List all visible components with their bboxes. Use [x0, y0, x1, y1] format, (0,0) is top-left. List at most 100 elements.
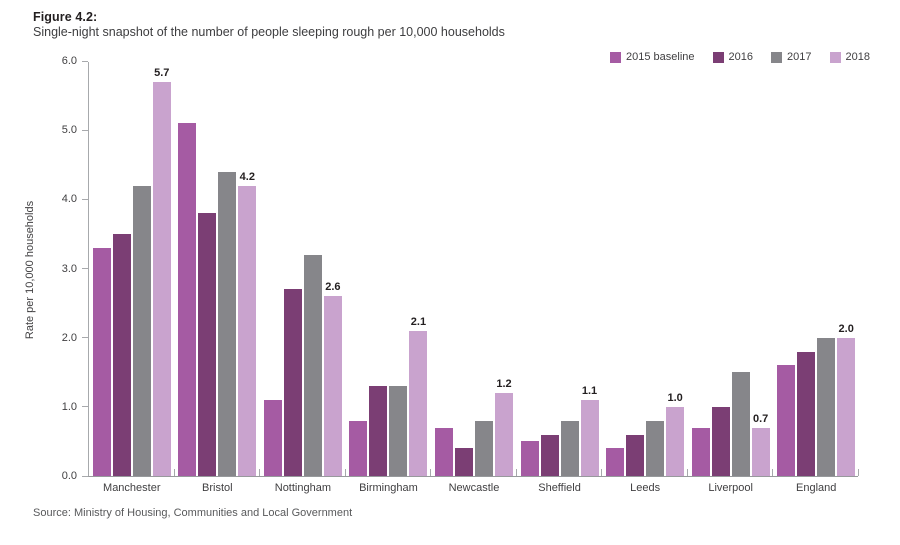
- bar-value-label: 4.2: [239, 170, 255, 183]
- bar-value-label: 2.0: [838, 322, 854, 335]
- bar-value-label: 2.1: [410, 315, 427, 328]
- bar-sheffield-2017: [560, 420, 579, 476]
- x-axis-tick: [858, 469, 859, 476]
- x-axis-tick: [601, 469, 603, 476]
- bar-liverpool-2017: [731, 372, 750, 476]
- bar-leeds-2015-baseline: [606, 448, 625, 476]
- x-axis-category-label: Manchester: [103, 482, 161, 494]
- bar-group-liverpool: 0.7: [688, 62, 774, 476]
- bar-sheffield-2015-baseline: [520, 441, 539, 476]
- bar-manchester-2017: [132, 185, 151, 476]
- bar-sheffield-2018: 1.1: [580, 385, 599, 476]
- x-axis-category-label: Bristol: [202, 482, 233, 494]
- bar-group-leeds: 1.0: [602, 62, 688, 476]
- x-axis-category-label: Sheffield: [538, 482, 581, 494]
- bar-bristol-2017: [218, 171, 237, 476]
- bar-value-label: 2.6: [325, 281, 341, 294]
- bar-england-2016: [797, 351, 816, 476]
- y-axis-tick-label: 3.0: [61, 262, 77, 275]
- x-axis-category-label: Newcastle: [448, 482, 500, 494]
- y-axis-tick: [82, 60, 88, 62]
- bar-group-nottingham: 2.6: [260, 62, 346, 476]
- bar-newcastle-2018: 1.2: [494, 378, 513, 476]
- x-axis-tick: [344, 469, 346, 476]
- legend-item-2018: 2018: [829, 51, 870, 63]
- x-axis-tick: [430, 469, 432, 476]
- bar-liverpool-2015-baseline: [691, 427, 710, 476]
- x-axis-tick: [259, 469, 261, 476]
- legend-item-2017: 2017: [771, 51, 812, 63]
- bar-liverpool-2016: [711, 406, 730, 476]
- bar-birmingham-2016: [369, 386, 388, 476]
- bar-group-manchester: 5.7: [89, 62, 175, 476]
- y-axis-title: Rate per 10,000 households: [24, 200, 36, 340]
- x-axis-category-label: England: [796, 482, 837, 494]
- bar-newcastle-2015-baseline: [434, 427, 453, 476]
- x-axis-category-label: Birmingham: [359, 482, 418, 494]
- bar-bristol-2016: [198, 213, 217, 476]
- bar-sheffield-2016: [540, 434, 559, 476]
- bar-birmingham-2018: 2.1: [409, 316, 428, 476]
- legend-label: 2015 baseline: [626, 51, 695, 63]
- bar-leeds-2017: [646, 420, 665, 476]
- y-axis-tick-label: 0.0: [61, 470, 77, 482]
- bar-group-sheffield: 1.1: [517, 62, 603, 476]
- bar-birmingham-2017: [389, 386, 408, 476]
- x-axis-tick: [772, 469, 774, 476]
- bar-newcastle-2017: [474, 420, 493, 476]
- bar-value-label: 5.7: [154, 66, 170, 79]
- bar-england-2015-baseline: [777, 365, 796, 476]
- y-axis-tick: [82, 198, 88, 200]
- y-axis-tick-label: 2.0: [61, 331, 77, 344]
- x-axis-category-label: Liverpool: [708, 482, 753, 494]
- bar-leeds-2018: 1.0: [666, 392, 685, 476]
- legend-label: 2018: [845, 51, 870, 63]
- x-axis-category-label: Nottingham: [274, 482, 332, 494]
- bar-newcastle-2016: [454, 448, 473, 476]
- legend-label: 2016: [728, 51, 754, 63]
- bar-group-newcastle: 1.2: [431, 62, 517, 476]
- bar-nottingham-2017: [303, 254, 322, 476]
- legend-swatch-icon: [610, 51, 622, 63]
- y-axis-tick: [82, 475, 88, 477]
- legend-swatch-icon: [829, 51, 841, 63]
- source-note: Source: Ministry of Housing, Communities…: [33, 507, 353, 519]
- bar-leeds-2016: [626, 434, 645, 476]
- bar-group-birmingham: 2.1: [346, 62, 432, 476]
- bar-value-label: 1.2: [496, 378, 512, 390]
- y-axis-tick-label: 4.0: [61, 193, 77, 206]
- bar-england-2017: [817, 337, 836, 476]
- plot-area: 0.0 1.0 2.0 3.0 4.0 5.0 6.0 5.7 Manchester 4.2 Bri…: [62, 55, 859, 494]
- legend-swatch-icon: [712, 51, 724, 63]
- bar-birmingham-2015-baseline: [349, 420, 368, 476]
- bar-manchester-2018: 5.7: [152, 67, 171, 476]
- bar-group-england: 2.0: [773, 62, 859, 476]
- y-axis-tick: [82, 268, 88, 269]
- x-axis-tick: [686, 469, 688, 476]
- y-axis-tick: [82, 337, 88, 339]
- bar-value-label: 0.7: [752, 412, 769, 425]
- bar-group-bristol: 4.2: [175, 62, 261, 476]
- bar-manchester-2016: [112, 233, 131, 476]
- bar-nottingham-2016: [283, 289, 302, 476]
- bar-value-label: 1.0: [667, 391, 683, 404]
- y-axis-tick-label: 1.0: [61, 400, 77, 413]
- bar-value-label: 1.1: [581, 384, 598, 397]
- bar-bristol-2015-baseline: [178, 123, 197, 476]
- legend-item-2015-baseline: 2015 baseline: [610, 51, 695, 63]
- x-axis-tick: [173, 469, 175, 476]
- bar-nottingham-2015-baseline: [263, 399, 282, 476]
- bar-liverpool-2018: 0.7: [751, 413, 770, 476]
- legend-label: 2017: [787, 51, 812, 63]
- legend-item-2016: 2016: [712, 51, 754, 63]
- bar-england-2018: 2.0: [837, 323, 856, 476]
- y-axis-tick: [82, 129, 88, 131]
- figure-title: Figure 4.2:: [33, 10, 98, 24]
- legend-swatch-icon: [771, 51, 783, 63]
- bar-nottingham-2018: 2.6: [323, 281, 342, 476]
- y-axis-tick-label: 6.0: [61, 55, 77, 67]
- bar-bristol-2018: 4.2: [238, 171, 257, 476]
- bar-manchester-2015-baseline: [92, 247, 111, 476]
- figure-subtitle: Single-night snapshot of the number of p…: [33, 25, 505, 39]
